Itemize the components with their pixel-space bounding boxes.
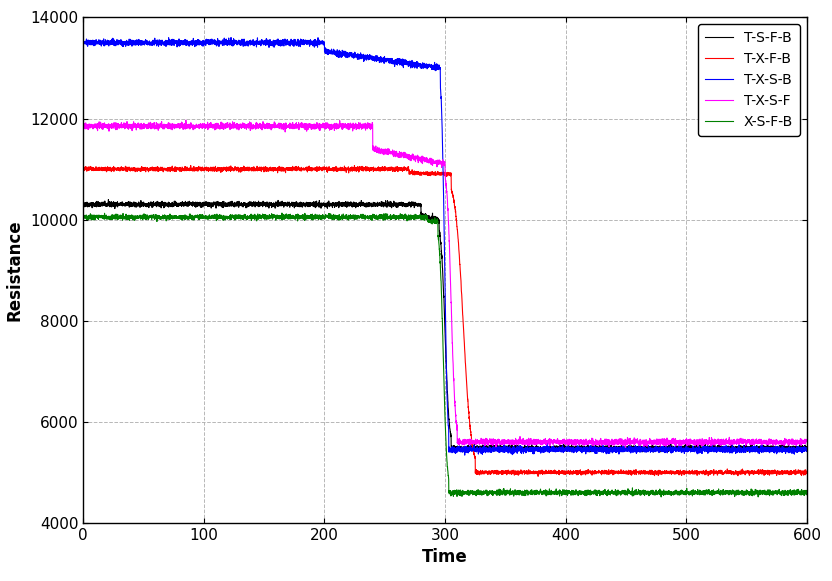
X-S-F-B [802,489,812,496]
T-S-F-B [796,443,806,450]
T-X-F-B [796,472,806,479]
X-S-F-B [254,214,264,221]
T-S-F-B [250,198,260,205]
X-S-F-B [796,492,806,498]
T-X-S-F [802,437,812,444]
T-X-F-B [351,166,361,173]
T-X-S-F [621,444,631,451]
T-X-S-F [254,122,264,129]
T-X-F-B [250,166,260,173]
X-S-F-B [656,493,666,500]
X-S-F-B [403,214,413,221]
T-X-S-B [403,60,413,67]
Line: T-X-S-F: T-X-S-F [83,120,807,447]
T-X-F-B [403,166,413,173]
T-S-F-B [78,200,88,207]
X-axis label: Time: Time [423,548,468,566]
T-S-F-B [351,199,361,206]
T-X-S-F [796,442,806,449]
T-X-F-B [246,166,256,173]
X-S-F-B [250,216,260,223]
X-S-F-B [277,210,287,217]
T-X-F-B [533,473,543,480]
X-S-F-B [246,216,256,223]
T-X-S-F [246,124,256,131]
T-X-S-F [351,121,361,128]
T-X-S-B [246,39,256,46]
Y-axis label: Resistance: Resistance [5,220,23,321]
T-X-S-B [78,37,88,44]
T-S-F-B [802,446,812,453]
Line: T-S-F-B: T-S-F-B [83,200,807,452]
T-X-S-F [181,117,191,124]
T-X-F-B [254,165,264,172]
T-S-F-B [403,200,413,207]
T-X-S-B [796,446,806,453]
T-X-S-B [226,34,236,41]
T-X-S-F [78,122,88,129]
T-X-F-B [78,167,88,174]
T-S-F-B [103,196,113,203]
T-X-S-B [351,52,361,59]
T-X-S-B [254,39,264,46]
T-X-S-F [250,121,260,128]
X-S-F-B [351,214,361,221]
T-X-S-F [403,151,413,158]
T-X-F-B [802,470,812,477]
T-X-F-B [186,162,196,169]
T-S-F-B [655,449,665,456]
T-X-S-B [460,451,470,458]
T-X-S-B [802,444,812,451]
Line: T-X-F-B: T-X-F-B [83,166,807,476]
T-S-F-B [246,202,256,209]
T-X-S-B [250,41,260,48]
Line: X-S-F-B: X-S-F-B [83,213,807,497]
Line: T-X-S-B: T-X-S-B [83,38,807,455]
T-S-F-B [254,200,264,207]
X-S-F-B [78,214,88,221]
Legend: T-S-F-B, T-X-F-B, T-X-S-B, T-X-S-F, X-S-F-B: T-S-F-B, T-X-F-B, T-X-S-B, T-X-S-F, X-S-… [698,24,800,136]
